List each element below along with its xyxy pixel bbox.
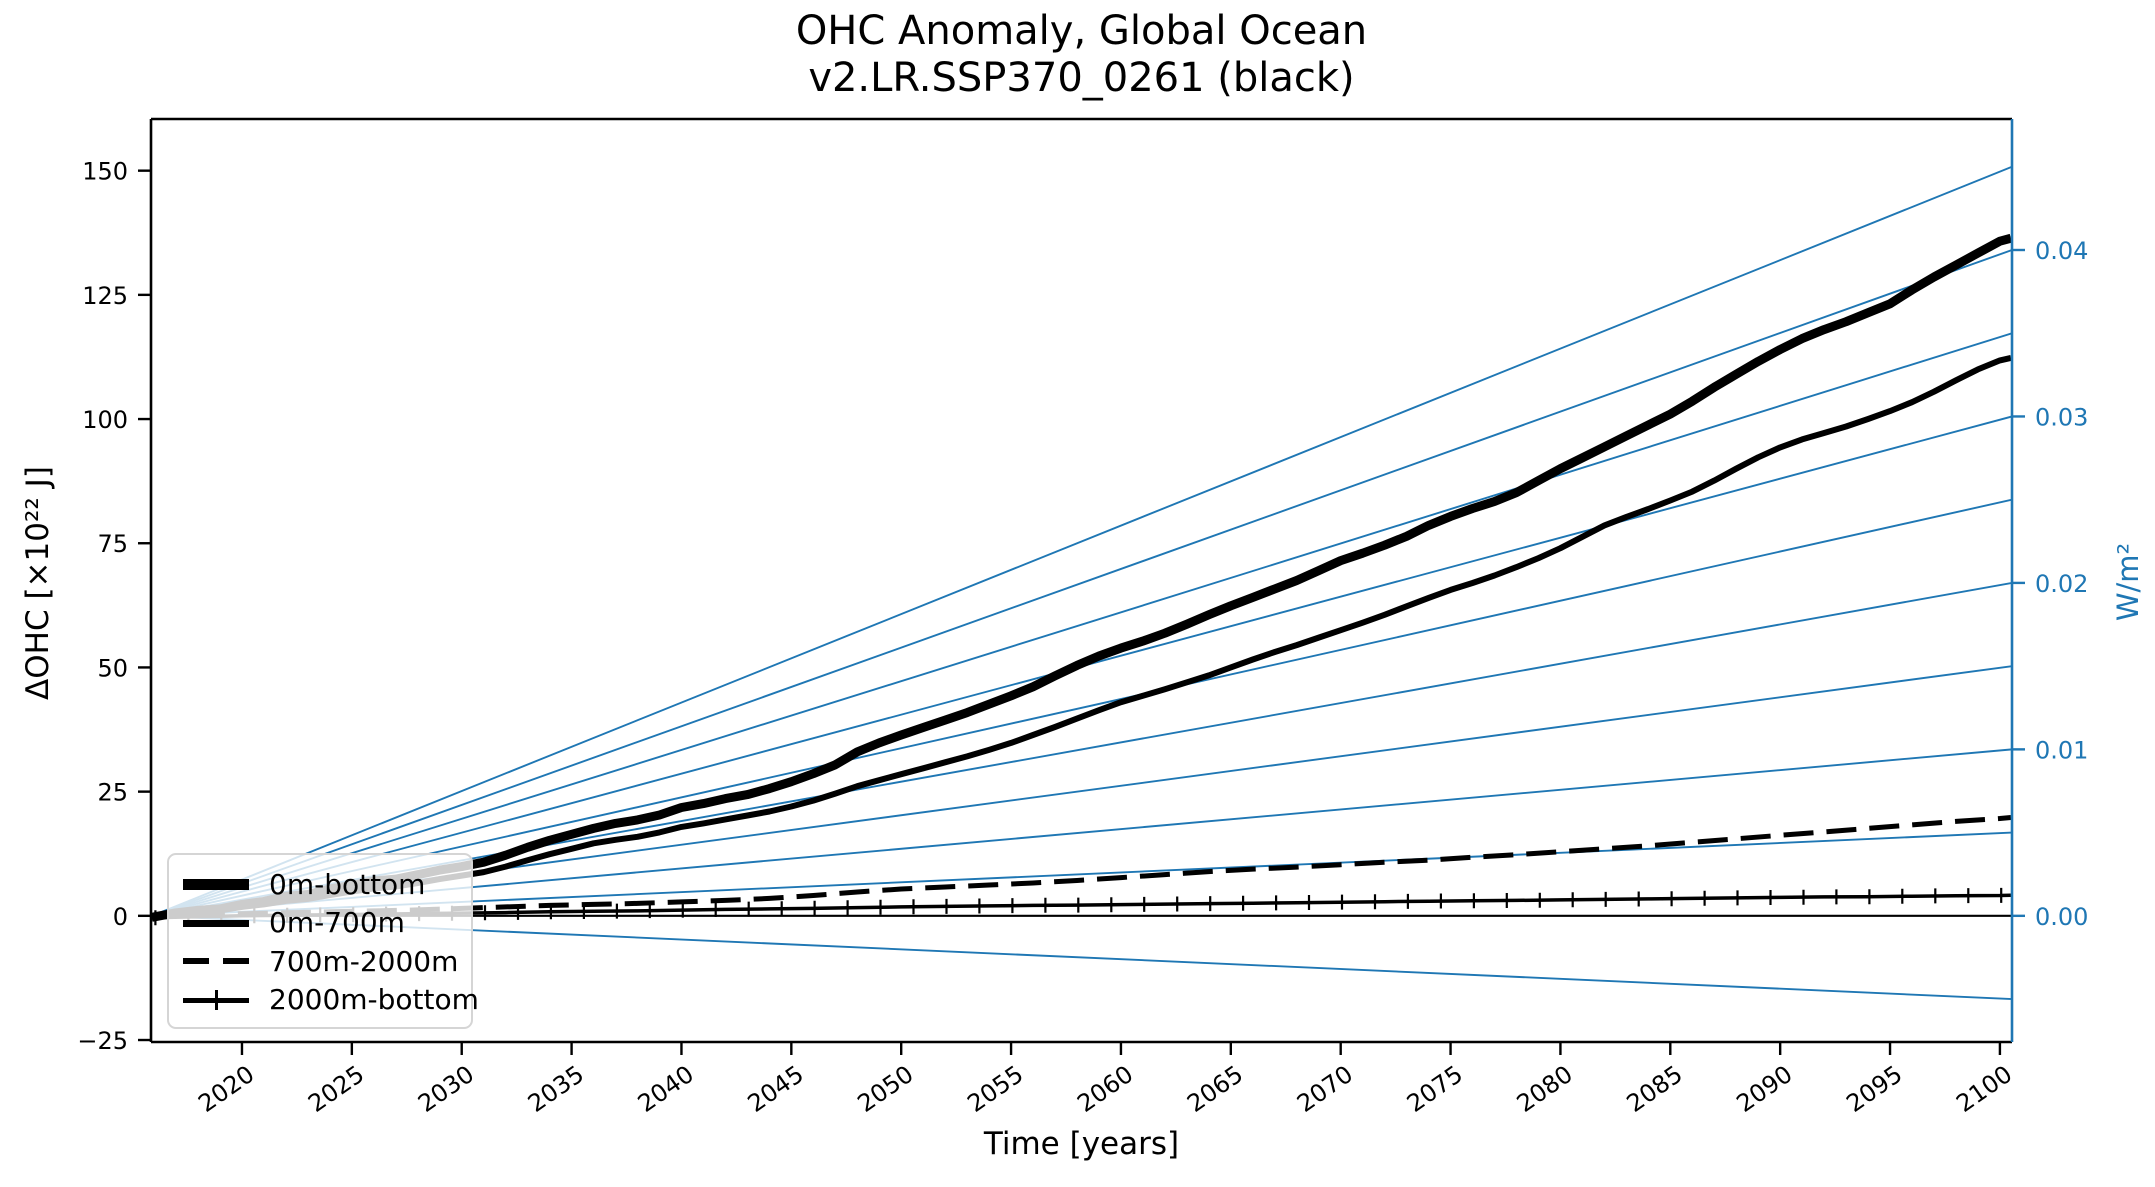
legend-label: 2000m-bottom — [269, 983, 479, 1017]
y-right-tick-label: 0.02 — [2035, 570, 2088, 598]
chart-title-block: OHC Anomaly, Global Ocean v2.LR.SSP370_0… — [151, 8, 2012, 102]
legend-item-2000m-bottom: 2000m-bottom — [183, 981, 479, 1020]
y-left-tick-label: 25 — [97, 779, 128, 807]
y-right-tick-label: 0.00 — [2035, 903, 2088, 931]
x-tick-label: 2085 — [1622, 1060, 1688, 1118]
y-left-tick-label: 100 — [82, 406, 128, 434]
y-left-tick-label: 125 — [82, 282, 128, 310]
y-right-tick-label: 0.03 — [2035, 403, 2088, 431]
x-tick-label: 2090 — [1732, 1060, 1798, 1118]
x-tick-label: 2020 — [193, 1060, 259, 1118]
legend-item-700m-2000m: 700m-2000m — [183, 942, 459, 981]
y-axis-right: 0.04 0.03 0.02 0.01 0.00 — [2012, 237, 2088, 931]
legend-label: 700m-2000m — [269, 944, 459, 978]
x-tick-label: 2095 — [1841, 1060, 1907, 1118]
x-tick-label: 2070 — [1292, 1060, 1358, 1118]
legend-sample-dashed-line — [183, 950, 249, 972]
legend-sample-solid-medium-line — [183, 912, 249, 934]
flux-guide-0.035 — [151, 332, 2012, 917]
chart-subtitle: v2.LR.SSP370_0261 (black) — [808, 55, 1355, 102]
y-axis-label-left: ΔOHC [×10²² J] — [20, 466, 56, 700]
data-series — [151, 233, 2012, 926]
y-axis-label-right: W/m² — [2111, 542, 2145, 622]
y-left-tick-label: −25 — [77, 1027, 128, 1055]
x-tick-label: 2045 — [743, 1060, 809, 1118]
x-tick-label: 2100 — [1951, 1060, 2017, 1118]
x-tick-label: 2075 — [1402, 1060, 1468, 1118]
legend-label: 0m-700m — [269, 906, 405, 940]
y-axis-left: 150 125 100 75 50 25 0 −25 — [77, 158, 151, 1055]
y-left-tick-label: 50 — [97, 654, 128, 682]
legend-sample-plus-marker-line — [183, 989, 249, 1011]
x-tick-label: 2035 — [523, 1060, 589, 1118]
x-axis-label: Time [years] — [983, 1126, 1180, 1162]
legend-item-0m-bottom: 0m-bottom — [183, 865, 457, 904]
y-right-tick-label: 0.04 — [2035, 237, 2088, 265]
legend-sample-solid-thick-line — [183, 873, 249, 895]
legend-label: 0m-bottom — [269, 867, 426, 901]
x-tick-label: 2080 — [1512, 1060, 1578, 1118]
x-tick-label: 2060 — [1072, 1060, 1138, 1118]
flux-guide-0.045 — [151, 165, 2012, 917]
y-left-tick-label: 150 — [82, 158, 128, 186]
chart-title: OHC Anomaly, Global Ocean — [795, 8, 1368, 54]
flux-guide-0.025 — [151, 498, 2012, 917]
curve-0m-700m — [151, 354, 2012, 921]
y-left-tick-label: 0 — [113, 903, 128, 931]
x-tick-label: 2040 — [633, 1060, 699, 1118]
x-tick-label: 2025 — [303, 1060, 369, 1118]
y-left-tick-label: 75 — [97, 530, 128, 558]
y-right-tick-label: 0.01 — [2035, 736, 2088, 764]
flux-guide-0.04 — [151, 249, 2012, 917]
legend-item-0m-700m: 0m-700m — [183, 904, 457, 943]
x-tick-label: 2030 — [413, 1060, 479, 1118]
x-tick-label: 2050 — [853, 1060, 919, 1118]
x-axis: 2020 2025 2030 2035 2040 2045 2050 2055 2060 2065… — [193, 1042, 2017, 1118]
x-tick-label: 2055 — [962, 1060, 1028, 1118]
legend: 0m-bottom 0m-700m 700m-2000m 2000m-botto… — [167, 853, 479, 1029]
x-tick-label: 2065 — [1182, 1060, 1248, 1118]
